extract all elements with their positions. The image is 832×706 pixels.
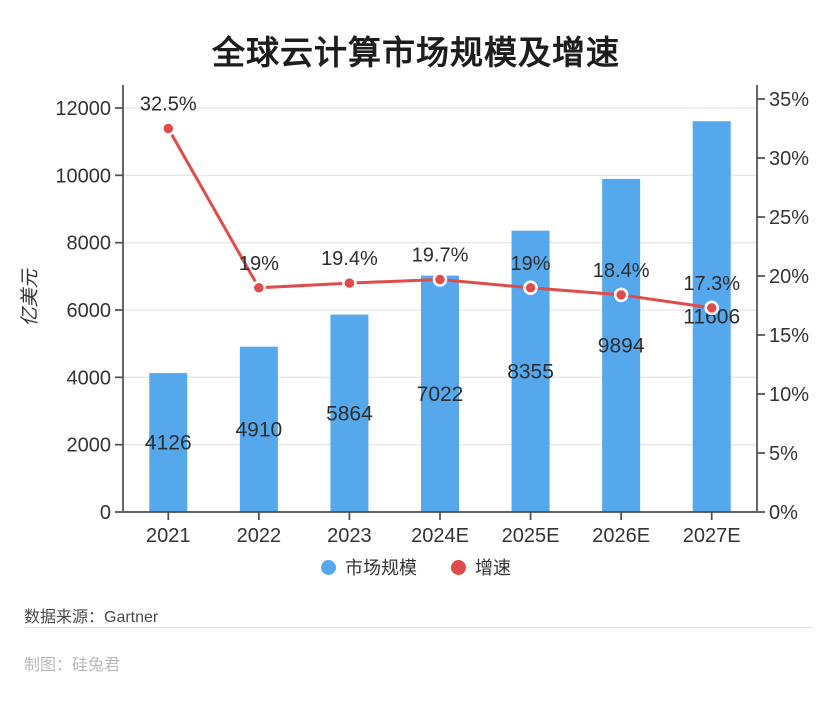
bar-value-label-2026E: 9894 xyxy=(598,334,645,357)
left-axis-tick-label: 0 xyxy=(100,502,111,524)
bar-value-label-2023: 5864 xyxy=(326,402,373,425)
x-axis-label-2021: 2021 xyxy=(146,525,191,547)
chart-title: 全球云计算市场规模及增速 xyxy=(212,34,620,71)
bar-value-label-2024E: 7022 xyxy=(417,383,464,406)
right-axis-tick-label: 30% xyxy=(769,148,809,170)
bar-2021 xyxy=(149,373,188,512)
bar-2025E xyxy=(511,230,550,512)
bar-2027E xyxy=(692,121,731,513)
x-axis-label-2023: 2023 xyxy=(327,525,372,547)
x-axis-label-2025E: 2025E xyxy=(502,525,560,547)
bar-2023 xyxy=(330,314,369,512)
growth-value-label-2022: 19% xyxy=(239,253,279,275)
left-axis-tick-label: 10000 xyxy=(55,165,111,187)
bar-value-label-2021: 4126 xyxy=(145,432,192,455)
right-axis-tick-label: 5% xyxy=(769,443,798,465)
growth-value-label-2021: 32.5% xyxy=(140,94,197,116)
x-axis-label-2026E: 2026E xyxy=(592,525,650,547)
growth-value-label-2025E: 19% xyxy=(511,253,551,275)
chart-legend: 市场规模 增速 xyxy=(0,554,832,580)
growth-value-label-2024E: 19.7% xyxy=(412,245,469,267)
right-axis-tick-label: 0% xyxy=(769,502,798,524)
growth-value-label-2027E: 17.3% xyxy=(683,273,740,295)
growth-point-2025E xyxy=(523,280,538,296)
legend-item-market-size: 市场规模 xyxy=(321,554,417,580)
growth-value-label-2023: 19.4% xyxy=(321,248,378,270)
x-axis-label-2027E: 2027E xyxy=(683,525,741,547)
right-axis-tick-label: 15% xyxy=(769,325,809,347)
footer-divider xyxy=(25,627,812,628)
left-axis-title: 亿美元 xyxy=(19,268,41,327)
legend-marker-bar-icon xyxy=(321,559,336,575)
right-axis-tick-label: 35% xyxy=(769,89,809,111)
growth-point-2022 xyxy=(251,280,267,296)
legend-label-growth: 增速 xyxy=(475,558,511,578)
x-axis-label-2022: 2022 xyxy=(237,525,282,547)
left-axis-tick-label: 2000 xyxy=(67,435,112,457)
growth-point-2021 xyxy=(161,121,176,136)
chart-credit-text: 制图：硅兔君 xyxy=(24,657,121,674)
x-axis-label-2024E: 2024E xyxy=(411,525,469,547)
bar-value-label-2025E: 8355 xyxy=(507,360,554,383)
bar-2026E xyxy=(602,178,641,513)
right-axis-tick-label: 10% xyxy=(769,384,809,406)
bar-value-label-2022: 4910 xyxy=(235,418,282,441)
bar-value-label-2027E: 11606 xyxy=(683,306,740,329)
legend-marker-line-icon xyxy=(451,559,466,575)
right-axis-tick-label: 20% xyxy=(769,266,809,288)
left-axis-tick-label: 12000 xyxy=(55,98,111,120)
growth-point-2027E xyxy=(704,300,719,316)
right-axis-tick-label: 25% xyxy=(769,207,809,229)
growth-point-2023 xyxy=(342,275,357,291)
left-axis-tick-label: 8000 xyxy=(67,233,112,255)
legend-label-market-size: 市场规模 xyxy=(345,558,417,578)
legend-item-growth: 增速 xyxy=(451,554,511,580)
growth-point-2024E xyxy=(432,272,448,287)
left-axis-tick-label: 6000 xyxy=(67,300,112,322)
bar-2024E xyxy=(421,275,459,512)
data-source-text: 数据来源：Gartner xyxy=(24,609,159,626)
left-axis-tick-label: 4000 xyxy=(67,367,112,389)
growth-value-label-2026E: 18.4% xyxy=(593,260,650,282)
growth-point-2026E xyxy=(613,287,629,303)
bar-2022 xyxy=(239,346,278,512)
